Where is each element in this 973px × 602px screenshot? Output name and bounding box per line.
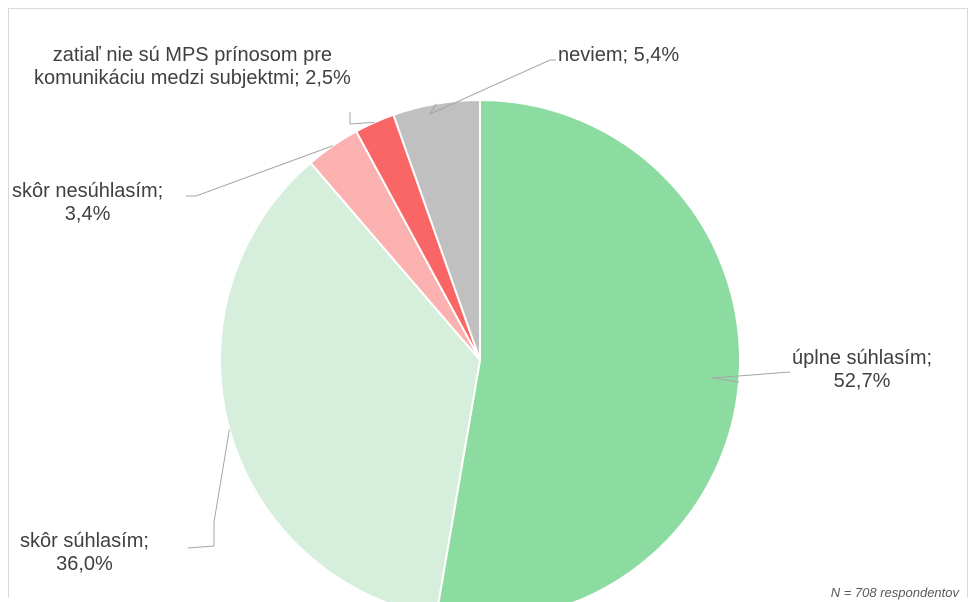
- slice-label-neviem-text: neviem; 5,4%: [558, 44, 680, 66]
- leader-line-skor-suhlasim: [187, 429, 230, 549]
- slice-label-zatial-nie: zatiaľ nie sú MPS prínosom pre komunikác…: [34, 44, 351, 90]
- slice-label-uplne-suhlasim-value: 52,7%: [833, 370, 891, 392]
- chart-frame: [8, 8, 968, 598]
- pie-slice-skor-suhlasim: [219, 161, 482, 602]
- slice-label-zatial-nie-line1: zatiaľ nie sú MPS prínosom pre: [52, 44, 333, 66]
- slice-label-skor-suhlasim-name: skôr súhlasím;: [20, 530, 149, 552]
- slice-label-zatial-nie-line2: komunikáciu medzi subjektmi; 2,5%: [34, 67, 351, 89]
- slice-label-uplne-suhlasim-name: úplne súhlasím;: [792, 347, 933, 369]
- slice-label-uplne-suhlasim: úplne súhlasím; 52,7%: [792, 347, 932, 393]
- pie-slice-uplne-suhlasim: [437, 98, 741, 602]
- leader-line-zatial-nie: [349, 112, 375, 125]
- leader-line-skor-nesuhlasim: [186, 145, 333, 197]
- slice-label-skor-nesuhlasim: skôr nesúhlasím; 3,4%: [12, 180, 163, 226]
- slice-label-skor-suhlasim: skôr súhlasím; 36,0%: [20, 530, 149, 576]
- slice-label-skor-suhlasim-value: 36,0%: [56, 553, 113, 575]
- slice-label-skor-nesuhlasim-value: 3,4%: [64, 203, 111, 225]
- leader-line-neviem: [428, 59, 556, 116]
- slice-label-neviem: neviem; 5,4%: [558, 44, 679, 67]
- respondent-count-note: N = 708 respondentov: [830, 585, 959, 600]
- slice-label-skor-nesuhlasim-name: skôr nesúhlasím;: [12, 180, 164, 202]
- leader-line-uplne-suhlasim: [711, 371, 791, 383]
